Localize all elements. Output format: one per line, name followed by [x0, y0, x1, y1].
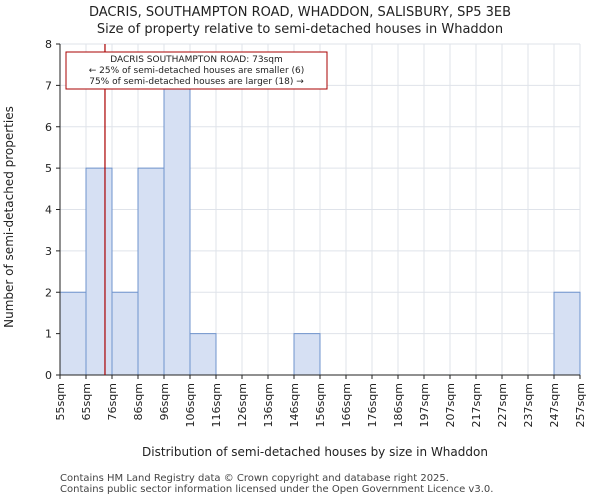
bar-76sqm	[111, 291, 139, 376]
x-tick-label: 126sqm	[236, 383, 249, 427]
x-tick-label: 227sqm	[496, 383, 509, 427]
bar-86sqm	[137, 167, 165, 376]
chart-subtitle: Size of property relative to semi-detach…	[97, 22, 503, 37]
y-tick-label: 0	[45, 369, 52, 382]
x-tick-label: 247sqm	[548, 383, 561, 427]
bar-146sqm	[293, 333, 321, 376]
marker-annotation-line: 75% of semi-detached houses are larger (…	[89, 77, 304, 87]
bar-106sqm	[189, 333, 217, 376]
y-tick-label: 6	[45, 121, 52, 134]
y-tick-label: 5	[45, 162, 52, 175]
y-tick-label: 8	[45, 38, 52, 51]
bar-247sqm	[553, 291, 581, 376]
y-tick-label: 2	[45, 286, 52, 299]
marker-annotation-box	[65, 51, 328, 90]
chart-title: DACRIS, SOUTHAMPTON ROAD, WHADDON, SALIS…	[89, 5, 511, 20]
x-tick-label: 116sqm	[210, 383, 223, 427]
footer-copyright: Contains HM Land Registry data © Crown c…	[60, 473, 449, 484]
x-tick-label: 76sqm	[106, 383, 119, 420]
y-tick-label: 7	[45, 79, 52, 92]
x-tick-label: 106sqm	[184, 383, 197, 427]
x-tick-label: 176sqm	[366, 383, 379, 427]
x-tick-label: 217sqm	[470, 383, 483, 427]
marker-annotation-line: DACRIS SOUTHAMPTON ROAD: 73sqm	[110, 55, 283, 65]
bars	[59, 84, 581, 376]
x-tick-label: 86sqm	[132, 383, 145, 420]
property-marker: DACRIS SOUTHAMPTON ROAD: 73sqm← 25% of s…	[65, 44, 328, 375]
x-tick-label: 96sqm	[158, 383, 171, 420]
y-tick-label: 3	[45, 245, 52, 258]
x-tick-label: 136sqm	[262, 383, 275, 427]
marker-annotation-line: ← 25% of semi-detached houses are smalle…	[89, 66, 305, 76]
x-tick-label: 55sqm	[54, 383, 67, 420]
x-tick-labels: 55sqm 65sqm 76sqm 86sqm 96sqm 106sqm 116sqm 126…	[54, 375, 587, 427]
y-axis-label: Number of semi-detached properties	[2, 106, 16, 328]
x-tick-label: 156sqm	[314, 383, 327, 427]
bar-65sqm	[85, 167, 113, 376]
bar-96sqm	[163, 84, 191, 376]
footer-licence: Contains public sector information licen…	[60, 484, 494, 495]
y-tick-labels: 0 1 2 3 4 5 6 7 8	[45, 38, 60, 382]
x-tick-label: 207sqm	[444, 383, 457, 427]
x-tick-label: 197sqm	[418, 383, 431, 427]
x-tick-label: 257sqm	[574, 383, 587, 427]
bar-55sqm	[59, 291, 87, 376]
x-tick-label: 166sqm	[340, 383, 353, 427]
x-axis-label: Distribution of semi-detached houses by …	[142, 445, 488, 459]
y-tick-label: 1	[45, 328, 52, 341]
x-tick-label: 186sqm	[392, 383, 405, 427]
x-tick-label: 65sqm	[80, 383, 93, 420]
y-tick-label: 4	[45, 204, 52, 217]
x-tick-label: 146sqm	[288, 383, 301, 427]
x-tick-label: 237sqm	[522, 383, 535, 427]
